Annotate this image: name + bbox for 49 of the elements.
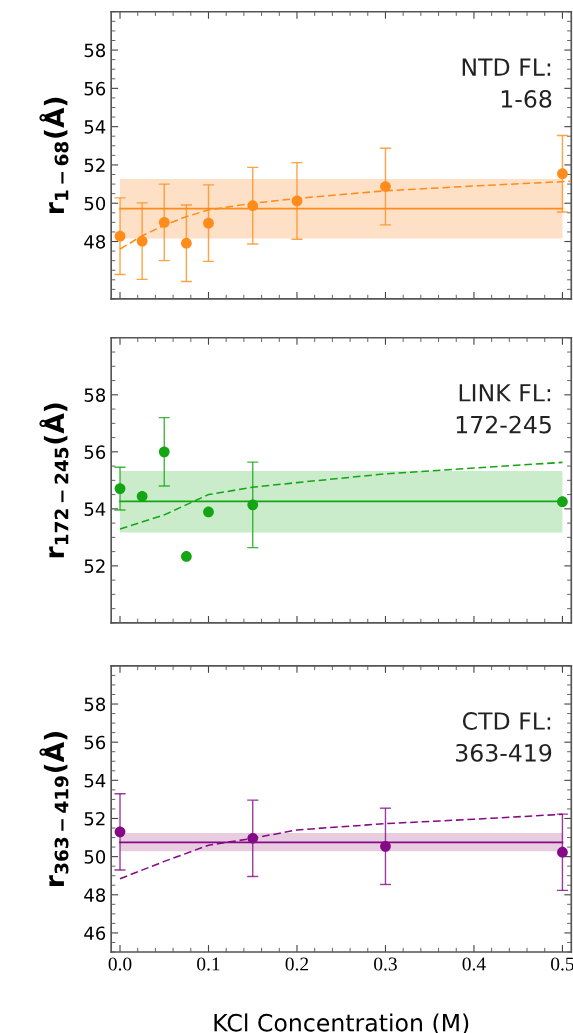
y-tick-label: 52 — [84, 559, 105, 573]
point — [247, 200, 259, 212]
point — [203, 217, 214, 229]
point — [380, 181, 391, 192]
y-tick-label: 50 — [84, 850, 106, 864]
point — [380, 840, 391, 852]
x-tick-label: 0.5 — [551, 957, 573, 971]
point — [180, 551, 192, 562]
x-tick-label: 0.0 — [108, 957, 132, 971]
point — [136, 235, 148, 247]
point — [158, 446, 170, 458]
y-tick-label: 58 — [84, 43, 106, 58]
x-tick-label: 0.1 — [197, 957, 220, 971]
y-tick-label: 58 — [84, 697, 106, 712]
point — [247, 499, 259, 511]
y-tick-label: 52 — [84, 811, 105, 826]
y-tick-label: 58 — [84, 388, 106, 402]
y-tick-label: 50 — [84, 196, 106, 211]
y-tick-label: 56 — [84, 81, 106, 96]
point — [557, 496, 568, 508]
annotation: CTD FL: 363-419 — [456, 712, 552, 762]
y-tick-label: 52 — [84, 158, 105, 173]
annotation: NTD FL: 1-68 — [462, 58, 552, 108]
point — [291, 195, 303, 207]
y-tick-label: 56 — [84, 445, 106, 459]
y-tick-label: 54 — [84, 774, 106, 788]
y-tick-label: 48 — [84, 234, 106, 249]
y-tick-label: 54 — [84, 502, 106, 516]
x-tick-label: 0.2 — [285, 957, 309, 971]
point — [114, 826, 126, 838]
point — [557, 846, 568, 858]
annotation: LINK FL: 172-245 — [456, 384, 551, 434]
point — [247, 832, 259, 844]
point — [158, 216, 170, 228]
x-tick-label: 0.3 — [374, 957, 397, 971]
y-tick-label: 46 — [84, 926, 106, 941]
y-axis-title: r$_{172−245}$(Å) — [39, 403, 69, 558]
y-tick-label: 54 — [84, 120, 106, 134]
y-tick-label: 48 — [84, 888, 106, 902]
y-axis-title: r$_{1−68}$(Å) — [39, 97, 69, 214]
point — [136, 490, 148, 502]
y-tick-label: 56 — [84, 735, 106, 750]
point — [203, 506, 214, 518]
point — [114, 483, 126, 494]
point — [557, 168, 568, 180]
point — [180, 237, 192, 249]
x-tick-label: 0.4 — [462, 957, 486, 971]
y-axis-title: r$_{363−419}$(Å) — [39, 732, 69, 886]
point — [114, 230, 126, 242]
